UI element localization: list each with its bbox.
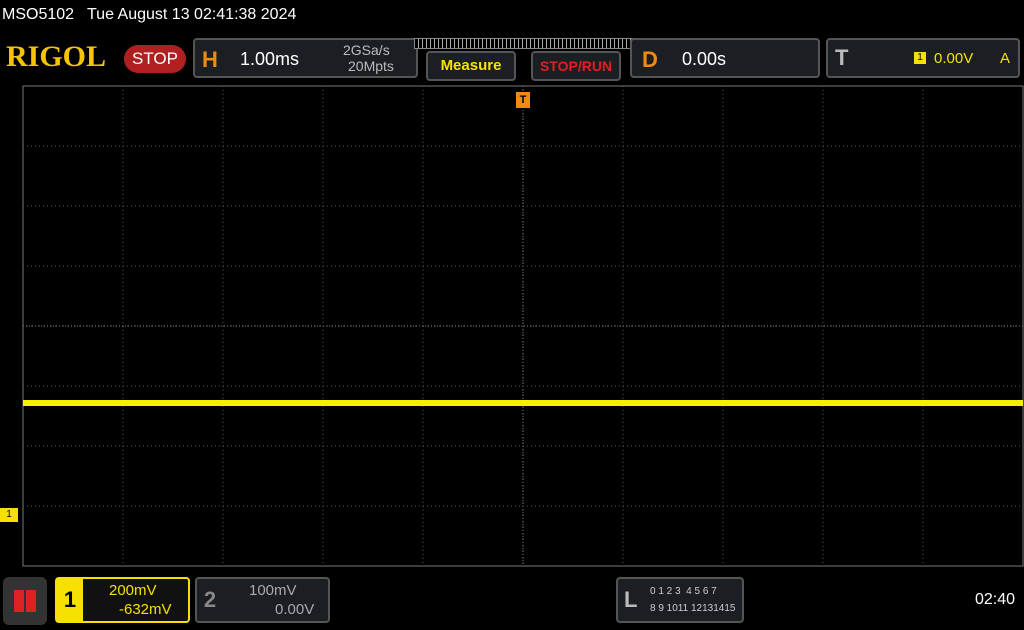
logic-label: L bbox=[624, 587, 638, 612]
ch2-offset: 0.00V bbox=[275, 601, 315, 618]
trigger-mode: A bbox=[1000, 50, 1011, 67]
menu-icon bbox=[14, 590, 36, 612]
run-state: STOP bbox=[124, 45, 186, 73]
trigger-level: 0.00V bbox=[934, 50, 974, 67]
channel1-panel[interactable]: 1 200mV -632mV bbox=[55, 577, 190, 623]
ch1-offset: -632mV bbox=[119, 601, 172, 618]
measure-button[interactable]: Measure bbox=[426, 51, 516, 81]
stop-run-button[interactable]: STOP/RUN bbox=[531, 51, 621, 81]
model: MSO5102 bbox=[2, 6, 75, 23]
menu-button[interactable] bbox=[3, 577, 47, 625]
trigger-panel[interactable]: T 1 0.00V A bbox=[826, 38, 1020, 78]
ch1-scale: 200mV bbox=[109, 582, 157, 599]
ch2-number: 2 bbox=[203, 587, 217, 612]
channel2-panel[interactable]: 2 100mV 0.00V bbox=[195, 577, 330, 623]
waveform-grid bbox=[22, 85, 1024, 567]
trace bbox=[23, 400, 1023, 406]
datetime: Tue August 13 02:41:38 2024 bbox=[87, 6, 297, 23]
memory-depth: 20Mpts bbox=[348, 58, 394, 74]
delay-value: 0.00s bbox=[682, 49, 727, 69]
d-label: D bbox=[642, 47, 658, 72]
timebase: 1.00ms bbox=[240, 49, 300, 69]
delay-panel[interactable]: D 0.00s bbox=[630, 38, 820, 78]
h-label: H bbox=[202, 47, 218, 72]
logic-row2: 8 9 1011 12131415 bbox=[650, 603, 736, 614]
logic-panel[interactable]: L 0 1 2 3 4 5 6 7 8 9 1011 12131415 bbox=[616, 577, 744, 623]
memory-bar bbox=[414, 38, 636, 49]
sample-rate: 2GSa/s bbox=[343, 42, 390, 58]
logic-row1: 0 1 2 3 4 5 6 7 bbox=[650, 586, 717, 597]
system-time: 02:40 bbox=[975, 591, 1016, 608]
t-label: T bbox=[835, 45, 849, 70]
ch1-number: 1 bbox=[57, 579, 83, 621]
trigger-marker: T bbox=[516, 92, 530, 108]
trigger-source: 1 bbox=[914, 52, 926, 64]
horizontal-panel[interactable]: H 1.00ms 2GSa/s 20Mpts bbox=[193, 38, 418, 78]
channel-marker: 1 bbox=[0, 508, 18, 522]
ch2-scale: 100mV bbox=[249, 582, 297, 599]
brand: RIGOL bbox=[6, 40, 107, 73]
